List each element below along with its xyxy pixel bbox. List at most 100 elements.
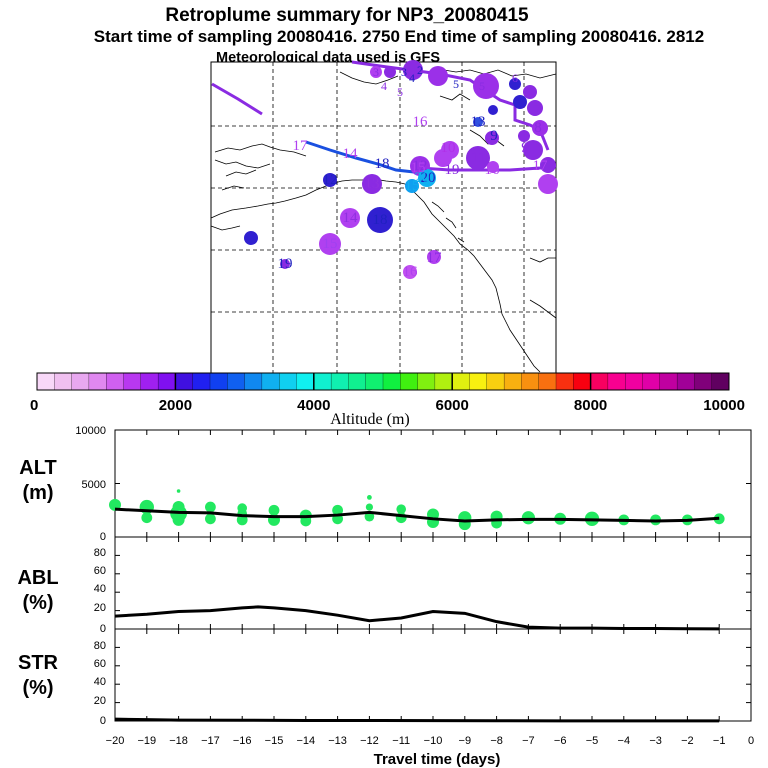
- colorbar-label: Altitude (m): [330, 411, 410, 428]
- str-panel: STR (%) 80 60 40 20 0: [18, 628, 752, 727]
- abl-panel: ABL (%) 80 60 40 20 0: [17, 536, 752, 635]
- alt-scatter-point: [365, 503, 373, 511]
- map-grid: [211, 62, 556, 374]
- alt-scatter-point: [172, 513, 185, 526]
- x-tick-label: −4: [618, 735, 631, 747]
- map-day-label: 13: [365, 176, 380, 192]
- colorbar-cell: [711, 372, 730, 391]
- abl-line: [114, 605, 720, 631]
- x-axis-ticks: −20 −19 −18 −17 −16 −15 −14 −13 −12 −11 −10 −9 −8 −7−…: [106, 429, 754, 747]
- map-day-label: 15: [405, 178, 420, 194]
- colorbar-cell: [123, 372, 142, 391]
- colorbar-cell: [54, 372, 73, 391]
- colorbar-cell: [140, 372, 159, 391]
- map-day-label: 5: [479, 79, 485, 93]
- map-day-labels: 34 523 4 5 566789139101112131415161718192016…: [278, 63, 549, 280]
- x-tick-label: −16: [233, 735, 252, 747]
- str-ytick-80: 80: [94, 640, 106, 652]
- colorbar-cell: [106, 372, 124, 391]
- map-day-label: 17: [427, 250, 443, 266]
- colorbar-tick-label: 6000: [436, 397, 469, 414]
- abl-ytick-80: 80: [94, 547, 106, 559]
- x-tick-label: −17: [201, 735, 220, 747]
- map-day-label: 6: [512, 71, 518, 85]
- map-day-label: 14: [343, 146, 359, 162]
- x-tick-label: −3: [649, 735, 662, 747]
- map-day-label: 10: [441, 140, 456, 156]
- map-day-label: 4: [409, 71, 415, 85]
- map-day-label: 18: [375, 156, 390, 172]
- colorbar-cell: [227, 372, 246, 391]
- colorbar-cell: [88, 372, 107, 391]
- colorbar-tick-label: 8000: [574, 397, 607, 414]
- alt-scatter-point: [205, 513, 216, 525]
- colorbar-cell: [192, 372, 211, 391]
- alt-scatter-point: [205, 501, 216, 513]
- colorbar-tick-label: 4000: [297, 397, 330, 414]
- colorbar-cell: [330, 372, 349, 391]
- trajectory-line-blue: [305, 140, 415, 174]
- map-day-label: 13: [471, 114, 486, 130]
- map-day-label: 9: [521, 140, 529, 156]
- abl-ytick-20: 20: [94, 602, 106, 614]
- map-plume-circles: [244, 60, 558, 279]
- sampling-time: Start time of sampling 20080416. 2750 En…: [94, 27, 704, 46]
- abl-ytick-60: 60: [94, 565, 106, 577]
- alt-scatter-point: [521, 511, 536, 525]
- alt-ytick-10000: 10000: [75, 425, 106, 437]
- alt-data: [109, 489, 725, 531]
- x-tick-label: −20: [106, 735, 125, 747]
- colorbar-cell: [279, 372, 297, 391]
- alt-ytick-0: 0: [100, 531, 106, 543]
- colorbar-cell: [209, 372, 228, 391]
- colorbar-cell: [261, 372, 280, 391]
- colorbar-cell: [676, 372, 695, 391]
- colorbar-tick-label: 0: [30, 397, 38, 414]
- map-day-label: 11: [471, 150, 485, 166]
- map-day-label: 20: [421, 170, 436, 186]
- map-day-label: 14: [343, 210, 359, 226]
- colorbar-cell: [382, 372, 401, 391]
- x-tick-label: −1: [713, 735, 726, 747]
- map-day-label: 4: [381, 79, 387, 93]
- alt-label: ALT: [19, 457, 56, 479]
- alt-unit: (m): [22, 482, 53, 504]
- alt-scatter-point: [300, 515, 312, 527]
- x-tick-label: −8: [490, 735, 503, 747]
- map-day-label: 6: [527, 87, 533, 101]
- x-tick-label: −6: [554, 735, 567, 747]
- x-tick-label: 0: [748, 735, 754, 747]
- alt-scatter-point: [141, 512, 153, 524]
- abl-frame: [114, 536, 752, 630]
- alt-panel: ALT (m) 10000 5000 0: [19, 425, 752, 543]
- colorbar-cells: [36, 372, 730, 391]
- x-tick-label: −15: [265, 735, 284, 747]
- x-tick-label: −13: [328, 735, 347, 747]
- alt-ytick-5000: 5000: [82, 479, 106, 491]
- colorbar-tick-label: 2000: [159, 397, 192, 414]
- colorbar-tick-label: 10000: [703, 397, 745, 414]
- alt-scatter-point: [268, 504, 280, 516]
- colorbar-ticks: 0 2000 4000 6000 8000 10000: [30, 373, 745, 414]
- str-ytick-20: 20: [94, 695, 106, 707]
- map-day-label: 5: [397, 85, 403, 99]
- map-day-label: 2: [417, 63, 423, 77]
- map-day-label: 17: [533, 158, 549, 174]
- map-day-label: 16: [485, 162, 501, 178]
- colorbar-cell: [452, 372, 470, 391]
- x-tick-label: −11: [392, 735, 410, 747]
- map-day-label: 8: [534, 120, 542, 136]
- colorbar-cell: [175, 372, 194, 391]
- map-panel: 34 523 4 5 566789139101112131415161718192016…: [210, 60, 558, 375]
- abl-unit: (%): [22, 592, 53, 614]
- x-tick-label: −10: [424, 735, 443, 747]
- map-day-label: 16: [413, 114, 429, 130]
- figure-title: Retroplume summary for NP3_20080415: [165, 5, 529, 26]
- map-day-label: 15: [411, 160, 426, 176]
- colorbar-cell: [486, 372, 505, 391]
- colorbar-cell: [348, 372, 367, 391]
- alt-median-line: [114, 507, 720, 523]
- alt-scatter-point: [176, 489, 181, 493]
- str-unit: (%): [22, 677, 53, 699]
